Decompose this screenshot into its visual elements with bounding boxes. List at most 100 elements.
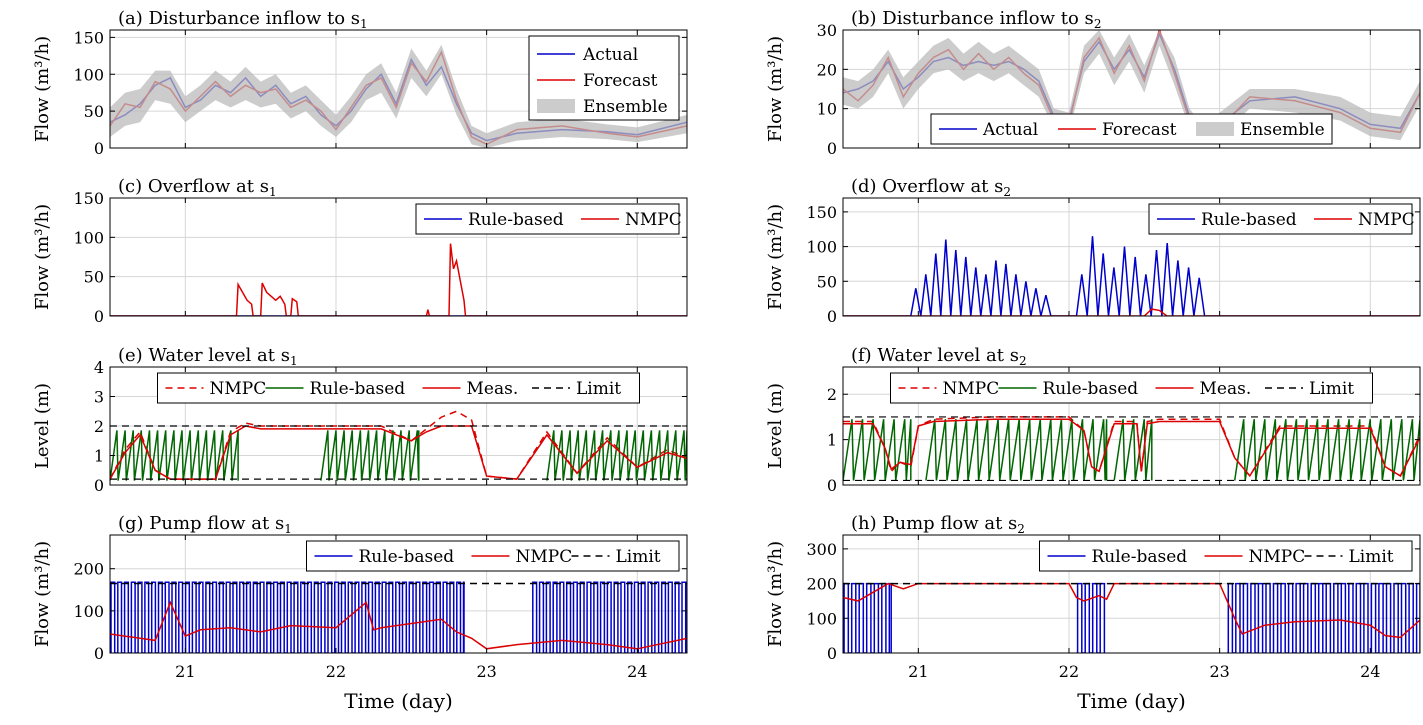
series-line-nmpc [843, 582, 1420, 639]
series-line-nmpc [110, 600, 687, 650]
plot-area [843, 582, 1420, 653]
xtick-label: 21 [175, 662, 195, 681]
ytick-label: 4 [94, 358, 104, 377]
ytick-label: 100 [73, 602, 104, 621]
ytick-label: 100 [73, 65, 104, 84]
ytick-label: 0 [827, 307, 837, 326]
ytick-label: 0 [827, 644, 837, 663]
legend-entry: Rule-based [1092, 547, 1188, 567]
chart-h: 0 100 200 300 21 22 23 24 (h) Pump flow at s2 Flo… [765, 513, 1421, 713]
ytick-label: 150 [73, 189, 104, 208]
y-axis-label: Level (m) [765, 383, 786, 469]
ytick-label: 0 [94, 139, 104, 158]
ytick-label: 20 [817, 60, 837, 79]
chart-title: (e) Water level at s1 [118, 345, 298, 368]
legend-entry: Limit [1309, 379, 1354, 399]
ytick-label: 0 [94, 644, 104, 663]
axes-frame [109, 534, 688, 654]
series-line-rule-based [843, 419, 1420, 481]
ytick-label: 150 [806, 203, 837, 222]
legend-entry: Ensemble [1240, 120, 1325, 140]
legend: Rule-based NMPC Limit [1039, 540, 1413, 572]
legend-entry: Rule-based [359, 547, 455, 567]
series-line-rule-based [843, 236, 1420, 316]
ytick-label: 1 [94, 447, 104, 466]
legend: Rule-based NMPC [415, 203, 682, 235]
legend-entry: Limit [576, 379, 621, 399]
chart-e: 0 1 2 3 4 (e) Water level at s1 Level (m) NMPC R… [32, 345, 688, 495]
chart-g: 0 100 200 21 22 23 24 (g) Pump flow at s1 Flow (… [32, 513, 688, 713]
legend-entry: NMPC [625, 210, 682, 230]
axes-frame [109, 29, 688, 149]
chart-title: (a) Disturbance inflow to s1 [118, 8, 368, 31]
axes-frame [109, 197, 688, 317]
plot-area [843, 236, 1420, 316]
ytick-label: 300 [806, 540, 837, 559]
chart-d: 0 50 100 150 (d) Overflow at s2 Flow (m³/h) Ru… [765, 176, 1421, 326]
ytick-label: 30 [817, 21, 837, 40]
ytick-label: 100 [73, 228, 104, 247]
legend-entry: Forecast [1102, 120, 1177, 140]
y-axis-label: Flow (m³/h) [32, 541, 53, 647]
xtick-label: 22 [1059, 662, 1079, 681]
legend-entry: Rule-based [468, 210, 564, 230]
ytick-label: 0 [94, 307, 104, 326]
ytick-label: 2 [827, 385, 837, 404]
ytick-label: 2 [94, 417, 104, 436]
ytick-label: 10 [817, 100, 837, 119]
xtick-label: 24 [1360, 662, 1380, 681]
xtick-label: 24 [627, 662, 647, 681]
ytick-label: 200 [73, 560, 104, 579]
y-axis-label: Flow (m³/h) [32, 36, 53, 142]
chart-title: (c) Overflow at s1 [118, 176, 277, 199]
legend-box [1148, 203, 1413, 235]
xtick-label: 21 [908, 662, 928, 681]
plot-area [843, 30, 1420, 145]
legend-swatch [1196, 122, 1234, 136]
plot-area [110, 581, 687, 653]
series-band-ensemble [843, 30, 1420, 145]
chart-c: 0 50 100 150 (c) Overflow at s1 Flow (m³/h) Ru… [32, 176, 688, 326]
legend: NMPC Rule-based Meas. Limit [890, 372, 1373, 404]
legend: Actual Forecast Ensemble [930, 113, 1333, 145]
axes-frame [842, 29, 1421, 149]
ytick-label: 1 [827, 431, 837, 450]
legend-entry: NMPC [1358, 210, 1415, 230]
legend-entry: Ensemble [583, 97, 668, 117]
legend-entry: Rule-based [310, 379, 406, 399]
plot-area [110, 410, 687, 481]
ytick-label: 50 [84, 102, 104, 121]
axes-frame [842, 197, 1421, 317]
legend-entry: NMPC [1249, 547, 1306, 567]
y-axis-label: Level (m) [32, 383, 53, 469]
ytick-label: 0 [827, 476, 837, 495]
xtick-label: 22 [326, 662, 346, 681]
xtick-label: 23 [476, 662, 496, 681]
chart-a: 0 50 100 150 (a) Disturbance inflow to s1 Flo… [32, 8, 688, 158]
series-band-ensemble [110, 44, 687, 148]
chart-title: (b) Disturbance inflow to s2 [851, 8, 1101, 31]
legend-entry: Forecast [583, 71, 658, 91]
legend: Rule-based NMPC [1148, 203, 1415, 235]
chart-title: (g) Pump flow at s1 [118, 513, 292, 536]
ytick-label: 50 [84, 268, 104, 287]
legend-entry: Limit [1349, 547, 1394, 567]
axes-frame [842, 366, 1421, 486]
series-line-rule-based [110, 581, 687, 653]
series-line-rule-based [110, 430, 687, 481]
axes-frame [842, 534, 1421, 654]
legend-entry: Limit [616, 547, 661, 567]
ytick-label: 0 [827, 139, 837, 158]
plot-area [110, 243, 687, 316]
legend: Rule-based NMPC Limit [306, 540, 680, 572]
chart-title: (h) Pump flow at s2 [851, 513, 1025, 536]
legend-entry: Rule-based [1043, 379, 1139, 399]
ytick-label: 3 [94, 388, 104, 407]
legend-box [930, 113, 1333, 145]
chart-b: 0 10 20 30 (b) Disturbance inflow to s2 Flow … [765, 8, 1421, 158]
ytick-label: 100 [806, 609, 837, 628]
x-axis-label: Time (day) [344, 689, 453, 713]
y-axis-label: Flow (m³/h) [765, 541, 786, 647]
legend: NMPC Rule-based Meas. Limit [157, 372, 640, 404]
legend-entry: NMPC [943, 379, 1000, 399]
